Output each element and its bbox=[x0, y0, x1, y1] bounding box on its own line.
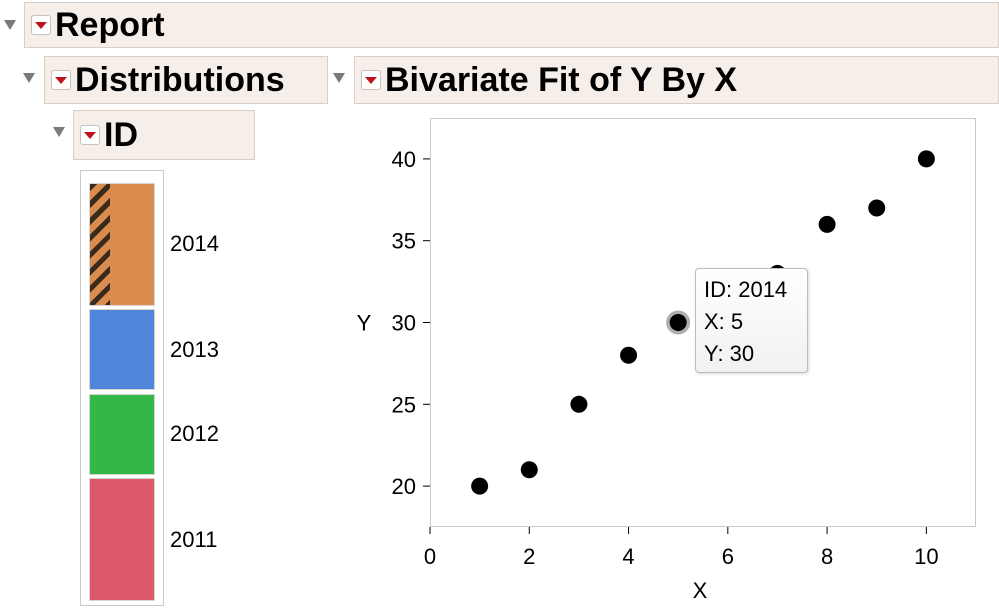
x-tick-label: 4 bbox=[622, 544, 634, 569]
mosaic-segment-2011[interactable] bbox=[89, 478, 155, 601]
tooltip-x-line: X: 5 bbox=[704, 309, 744, 334]
tooltip-y-line: Y: 30 bbox=[704, 341, 755, 366]
report-menu-icon[interactable] bbox=[31, 15, 51, 35]
bivariate-disclosure-icon[interactable] bbox=[333, 73, 345, 83]
y-tick-label: 20 bbox=[392, 474, 416, 499]
mosaic-segment-2012[interactable] bbox=[89, 393, 155, 476]
id-mosaic-plot bbox=[80, 170, 164, 606]
x-tick-label: 0 bbox=[424, 544, 436, 569]
tooltip-id-line: ID: 2014 bbox=[704, 277, 788, 302]
mosaic-label-2013: 2013 bbox=[170, 336, 219, 362]
data-point-highlighted[interactable] bbox=[669, 314, 687, 331]
data-point[interactable] bbox=[917, 150, 935, 168]
bivariate-header: Bivariate Fit of Y By X bbox=[354, 56, 999, 104]
data-point[interactable] bbox=[818, 215, 836, 233]
y-axis-title: Y bbox=[357, 311, 372, 336]
id-menu-icon[interactable] bbox=[80, 125, 100, 145]
distributions-menu-icon[interactable] bbox=[51, 70, 71, 90]
y-tick-label: 25 bbox=[392, 392, 416, 417]
data-point[interactable] bbox=[520, 461, 538, 479]
y-tick-label: 40 bbox=[392, 147, 416, 172]
report-header: Report bbox=[24, 2, 999, 48]
mosaic-label-2011: 2011 bbox=[170, 526, 218, 552]
x-tick-label: 6 bbox=[722, 544, 734, 569]
x-axis-title: X bbox=[693, 578, 708, 603]
id-header: ID bbox=[73, 110, 255, 160]
bivariate-menu-icon[interactable] bbox=[361, 70, 381, 90]
bivariate-title: Bivariate Fit of Y By X bbox=[385, 61, 738, 99]
data-point[interactable] bbox=[570, 395, 588, 413]
mosaic-segment-2013[interactable] bbox=[89, 308, 155, 391]
mosaic-label-2014: 2014 bbox=[170, 231, 219, 257]
data-point[interactable] bbox=[868, 199, 886, 217]
x-tick-label: 10 bbox=[914, 544, 938, 569]
id-title: ID bbox=[104, 116, 138, 154]
distributions-header: Distributions bbox=[44, 56, 328, 104]
id-disclosure-icon[interactable] bbox=[53, 127, 65, 137]
distributions-disclosure-icon[interactable] bbox=[23, 73, 35, 83]
mosaic-segment-2014[interactable] bbox=[89, 183, 155, 306]
mosaic-label-2012: 2012 bbox=[170, 421, 219, 447]
report-title: Report bbox=[55, 6, 165, 44]
x-tick-label: 2 bbox=[523, 544, 535, 569]
distributions-title: Distributions bbox=[75, 61, 285, 99]
point-tooltip: ID: 2014 X: 5 Y: 30 bbox=[695, 268, 808, 373]
mosaic-selection-hatch bbox=[90, 184, 110, 305]
data-point[interactable] bbox=[620, 346, 638, 364]
x-tick-label: 8 bbox=[821, 544, 833, 569]
report-disclosure-icon[interactable] bbox=[4, 20, 16, 30]
y-tick-label: 35 bbox=[392, 229, 416, 254]
data-point[interactable] bbox=[471, 477, 489, 495]
y-tick-label: 30 bbox=[392, 311, 416, 336]
